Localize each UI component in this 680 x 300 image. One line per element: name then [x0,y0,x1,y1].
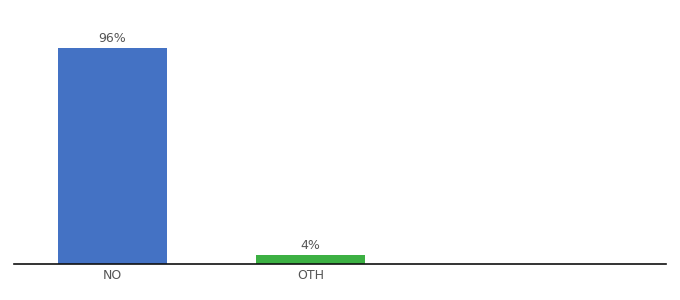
Bar [256,255,364,264]
Bar [58,48,167,264]
Text: 4%: 4% [301,239,320,252]
Text: 96%: 96% [99,32,126,45]
